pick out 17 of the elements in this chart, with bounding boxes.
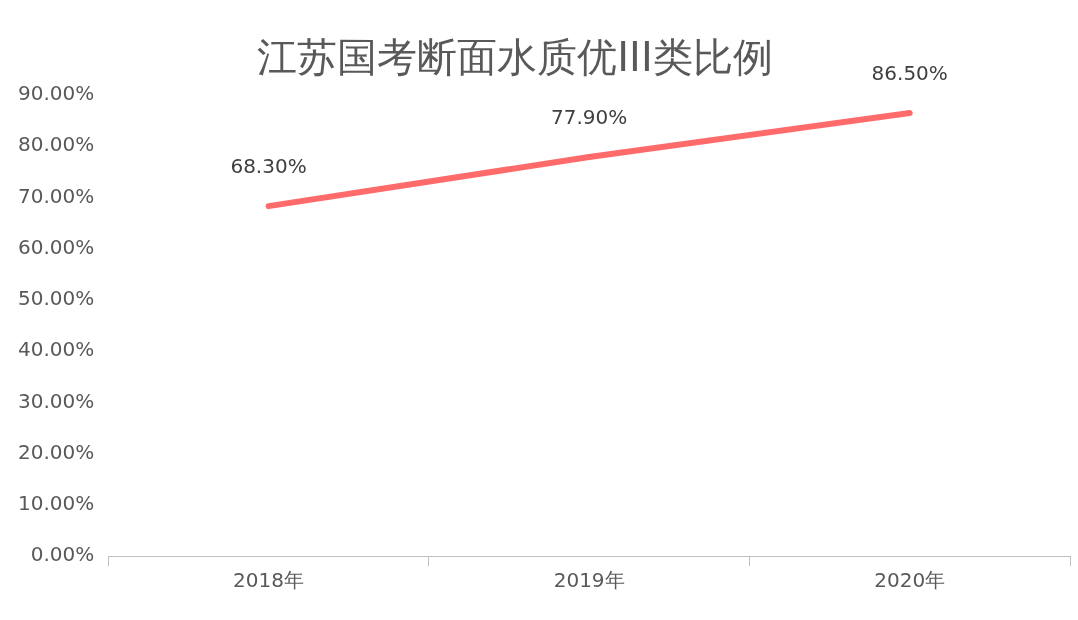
y-tick-label: 20.00% xyxy=(17,439,95,464)
x-tick-label: 2018年 xyxy=(233,568,304,593)
y-tick-label: 30.00% xyxy=(17,388,95,413)
y-tick-label: 40.00% xyxy=(17,337,95,362)
x-tick-label: 2020年 xyxy=(874,568,946,593)
x-tick-label: 2019年 xyxy=(553,568,625,593)
y-tick-label: 70.00% xyxy=(17,183,95,208)
y-tick-label: 10.00% xyxy=(17,490,95,515)
y-tick-label: 0.00% xyxy=(30,542,95,567)
y-tick-label: 50.00% xyxy=(17,286,95,311)
chart-title: 江苏国考断面水质优III类比例 xyxy=(257,34,773,80)
y-tick-label: 60.00% xyxy=(17,234,95,259)
y-tick-label: 80.00% xyxy=(17,132,95,157)
data-label: 77.90% xyxy=(551,105,628,130)
data-label: 68.30% xyxy=(230,154,307,179)
y-tick-label: 90.00% xyxy=(17,81,95,106)
data-label: 86.50% xyxy=(871,61,948,86)
